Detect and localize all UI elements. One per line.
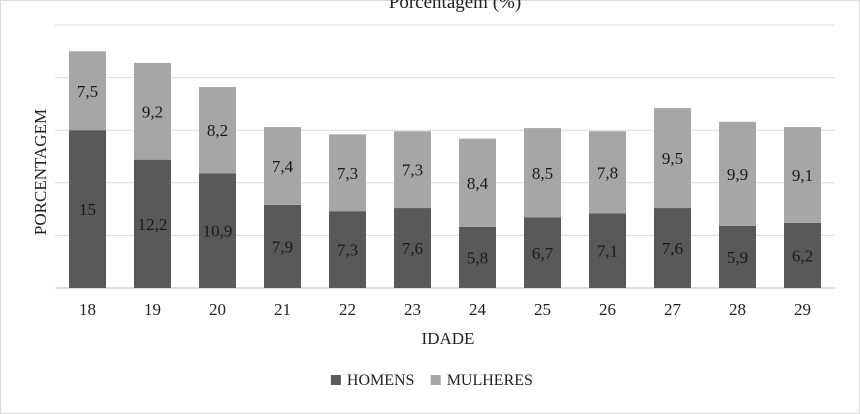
data-label-mulheres-21: 7,4 [272,157,294,176]
legend-swatch-mulheres [430,375,441,385]
x-tick-24: 24 [469,300,487,319]
bar-mulheres-22 [329,134,366,212]
data-label-homens-18: 15 [79,200,96,219]
x-tick-labels: 18 19 20 21 22 23 24 25 26 27 28 29 [79,300,811,319]
legend: HOMENS MULHERES [330,372,533,389]
data-label-mulheres-26: 7,8 [597,163,618,182]
bar-homens-23 [394,208,431,288]
x-tick-20: 20 [209,300,226,319]
data-label-mulheres-23: 7,3 [402,161,423,180]
bar-homens-25 [524,217,561,288]
legend-label-homens: HOMENS [347,372,415,389]
bar-mulheres-28 [719,121,756,226]
x-tick-28: 28 [729,300,746,319]
legend-swatch-homens [330,375,341,385]
data-label-mulheres-20: 8,2 [207,121,228,140]
x-tick-27: 27 [664,300,682,319]
legend-label-mulheres: MULHERES [447,372,533,389]
data-label-mulheres-24: 8,4 [467,174,489,193]
data-label-mulheres-28: 9,9 [727,165,748,184]
bar-mulheres-19 [134,62,171,160]
bar-mulheres-29 [784,127,821,223]
bar-homens-26 [589,213,626,288]
x-tick-25: 25 [534,300,551,319]
data-label-mulheres-19: 9,2 [142,102,163,121]
data-label-mulheres-25: 8,5 [532,164,553,183]
bar-homens-24 [459,226,496,288]
data-label-homens-27: 7,6 [662,239,683,258]
bar-mulheres-26 [589,131,626,214]
x-axis-label: IDADE [422,329,475,348]
bar-homens-20 [199,173,236,288]
data-label-homens-29: 6,2 [792,246,813,265]
x-tick-22: 22 [339,300,356,319]
data-label-homens-19: 12,2 [138,215,168,234]
chart-title: Porcentagem (%) [389,0,521,13]
bar-mulheres-27 [654,108,691,209]
bar-homens-19 [134,159,171,288]
data-label-mulheres-18: 7,5 [77,82,98,101]
bar-mulheres-25 [524,128,561,218]
bar-homens-18 [69,130,106,288]
bar-homens-22 [329,211,366,288]
bar-homens-27 [654,208,691,288]
bar-mulheres-18 [69,51,106,131]
data-label-homens-23: 7,6 [402,239,423,258]
bar-homens-29 [784,222,821,288]
bar-homens-21 [264,204,301,288]
x-tick-29: 29 [794,300,811,319]
data-label-homens-21: 7,9 [272,237,293,256]
x-tick-18: 18 [79,300,96,319]
data-label-homens-26: 7,1 [597,242,618,261]
data-label-mulheres-29: 9,1 [792,166,813,185]
x-tick-26: 26 [599,300,616,319]
bar-homens-28 [719,225,756,288]
bar-mulheres-23 [394,131,431,209]
data-label-homens-24: 5,8 [467,248,488,267]
bar-mulheres-20 [199,87,236,174]
bar-mulheres-24 [459,138,496,227]
x-tick-19: 19 [144,300,161,319]
data-label-mulheres-27: 9,5 [662,149,683,168]
data-label-homens-25: 6,7 [532,244,554,263]
data-label-homens-22: 7,3 [337,241,358,260]
bar-mulheres-21 [264,127,301,205]
gridlines [55,24,835,289]
data-label-homens-20: 10,9 [203,222,233,241]
data-label-mulheres-22: 7,3 [337,164,358,183]
y-axis-label: PORCENTAGEM [31,109,50,235]
x-tick-21: 21 [274,300,291,319]
data-label-homens-28: 5,9 [727,248,748,267]
x-tick-23: 23 [404,300,421,319]
bars: 15 7,5 12,2 9,2 10,9 8,2 7,9 7,4 7,3 7,3 7,6 7,3 5,8… [69,51,821,288]
